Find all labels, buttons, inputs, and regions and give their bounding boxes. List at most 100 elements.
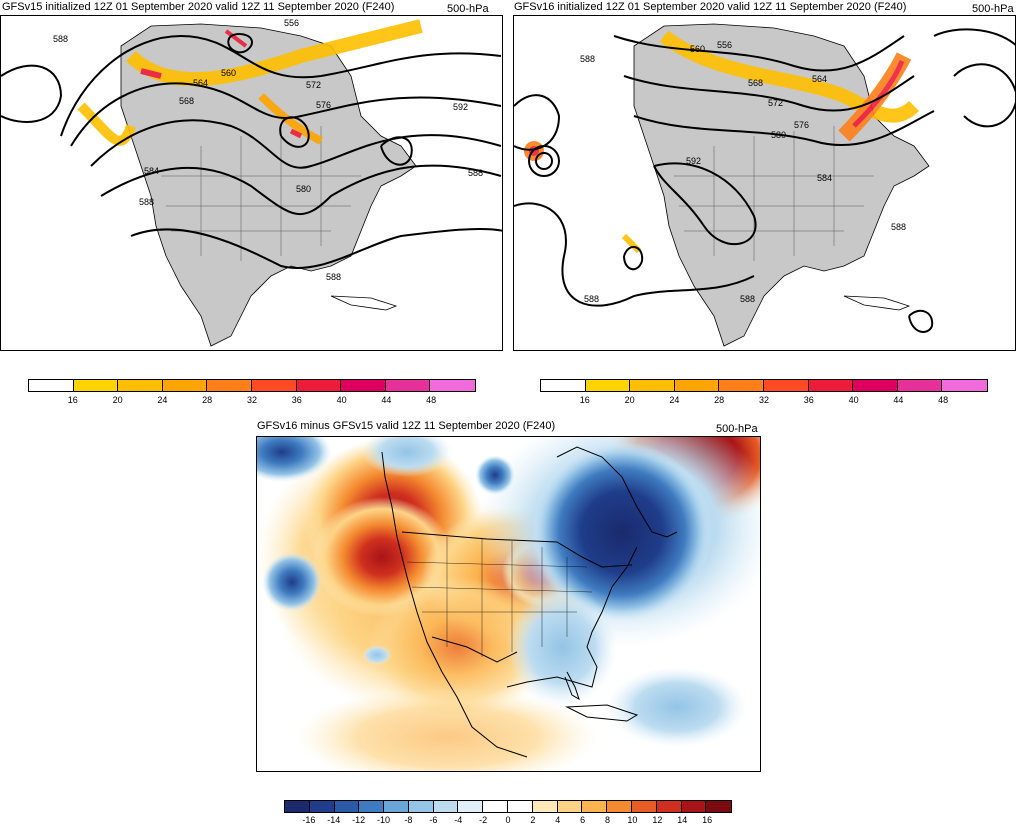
contour-label: 592 bbox=[453, 102, 468, 112]
contour-label: 588 bbox=[891, 222, 906, 232]
colorbar-swatch bbox=[532, 801, 558, 812]
contour-label: 588 bbox=[139, 197, 154, 207]
colorbar-swatch bbox=[285, 801, 310, 812]
coastline-north bbox=[556, 446, 678, 538]
colorbar-swatch bbox=[433, 801, 459, 812]
colorbar-swatch bbox=[942, 380, 987, 391]
colorbar-tick-label: 16 bbox=[67, 395, 78, 405]
wind-colorbar-right: 16 20 24 28 32 36 40 44 48 bbox=[540, 379, 988, 409]
colorbar-swatch bbox=[631, 801, 657, 812]
panel3-map bbox=[256, 436, 761, 772]
colorbar-swatch bbox=[607, 801, 632, 812]
colorbar-swatch bbox=[808, 380, 854, 391]
colorbar-tick-label: 28 bbox=[714, 395, 725, 405]
colorbar-tick-label: 40 bbox=[848, 395, 859, 405]
colorbar-tick-label: 48 bbox=[426, 395, 437, 405]
wind-colorbar-left: 16 20 24 28 32 36 40 44 48 bbox=[28, 379, 476, 409]
colorbar-tick-label: 36 bbox=[803, 395, 814, 405]
colorbar-swatch bbox=[384, 801, 409, 812]
colorbar-tick-label: 32 bbox=[246, 395, 258, 405]
colorbar-boxes bbox=[28, 379, 476, 392]
colorbar-swatch bbox=[408, 801, 434, 812]
country-border bbox=[401, 531, 633, 568]
colorbar-swatch bbox=[656, 801, 682, 812]
north-america-land bbox=[633, 23, 930, 347]
colorbar-swatch bbox=[118, 380, 163, 391]
contour-label: 556 bbox=[284, 18, 299, 28]
colorbar-tick-label: 32 bbox=[758, 395, 770, 405]
panel2-unit: 500-hPa bbox=[972, 3, 1014, 15]
contour-label: 592 bbox=[686, 156, 701, 166]
colorbar-tick-label: 8 bbox=[605, 815, 611, 825]
contour-label: 572 bbox=[306, 80, 321, 90]
cuba-outline bbox=[565, 704, 639, 722]
colorbar-tick-label: 28 bbox=[202, 395, 213, 405]
colorbar-tick-label: 16 bbox=[579, 395, 590, 405]
colorbar-swatch bbox=[508, 801, 533, 812]
colorbar-tick-label: 24 bbox=[157, 395, 168, 405]
panel2-contour-labels: 588 560 556 564 568 572 576 580 592 584 … bbox=[580, 40, 906, 304]
coastline-west bbox=[381, 451, 528, 758]
contour-label: 588 bbox=[468, 168, 483, 178]
colorbar-swatch bbox=[681, 801, 707, 812]
colorbar-swatch bbox=[763, 380, 809, 391]
panel1-map-svg: 588 556 560 564 568 572 576 592 588 584 … bbox=[1, 18, 502, 347]
contour-label: 588 bbox=[53, 34, 68, 44]
contour-label: 576 bbox=[316, 100, 331, 110]
colorbar-tick-label: 44 bbox=[381, 395, 392, 405]
colorbar-swatch bbox=[582, 801, 608, 812]
colorbar-swatch bbox=[251, 380, 297, 391]
panel1-title: GFSv15 initialized 12Z 01 September 2020… bbox=[2, 1, 395, 13]
colorbar-swatch bbox=[359, 801, 385, 812]
florida-outline bbox=[564, 671, 580, 701]
contour-label: 588 bbox=[326, 272, 341, 282]
colorbar-swatch bbox=[541, 380, 586, 391]
panel3-unit: 500-hPa bbox=[716, 423, 758, 435]
colorbar-swatch bbox=[73, 380, 119, 391]
contour-label: 588 bbox=[740, 294, 755, 304]
contour-label: 560 bbox=[221, 68, 236, 78]
contour-label: 572 bbox=[768, 98, 783, 108]
colorbar-tick-label: 20 bbox=[112, 395, 123, 405]
colorbar-tick-label: 36 bbox=[291, 395, 302, 405]
difference-colorbar: -16 -14 -12 -10 -8 -6 -4 -2 0 2 4 6 8 10 12 14 16 bbox=[284, 800, 732, 825]
colorbar-tick-label: -10 bbox=[377, 815, 391, 825]
colorbar-swatch bbox=[458, 801, 484, 812]
colorbar-tick-label: 4 bbox=[555, 815, 561, 825]
colorbar-swatch bbox=[719, 380, 764, 391]
colorbar-tick-label: 20 bbox=[624, 395, 635, 405]
colorbar-swatch bbox=[162, 380, 208, 391]
contour-label: 588 bbox=[584, 294, 599, 304]
colorbar-tick-label: 44 bbox=[893, 395, 904, 405]
panel1-map: 588 556 560 564 568 572 576 592 588 584 … bbox=[0, 15, 503, 351]
colorbar-swatch bbox=[334, 801, 360, 812]
colorbar-boxes bbox=[284, 800, 732, 813]
contour-label: 588 bbox=[580, 54, 595, 64]
cuba-island bbox=[330, 295, 398, 311]
colorbar-swatch bbox=[674, 380, 720, 391]
contour-label: 580 bbox=[296, 184, 311, 194]
contour-label: 564 bbox=[812, 74, 827, 84]
colorbar-tick-label: 0 bbox=[505, 815, 511, 825]
panel3-title: GFSv16 minus GFSv15 valid 12Z 11 Septemb… bbox=[257, 420, 556, 432]
colorbar-tick-label: 14 bbox=[677, 815, 688, 825]
colorbar-swatch bbox=[207, 380, 252, 391]
contour-label: 580 bbox=[771, 130, 786, 140]
colorbar-tick-label: 12 bbox=[652, 815, 663, 825]
panel1-unit: 500-hPa bbox=[447, 3, 489, 15]
colorbar-swatch bbox=[706, 801, 732, 812]
cuba-island bbox=[843, 295, 911, 311]
contour-label: 568 bbox=[179, 96, 194, 106]
colorbar-tick-label: -14 bbox=[327, 815, 341, 825]
colorbar-swatch bbox=[630, 380, 675, 391]
colorbar-swatch bbox=[483, 801, 509, 812]
contour-label: 556 bbox=[717, 40, 732, 50]
colorbar-swatch bbox=[557, 801, 583, 812]
contour-label: 584 bbox=[817, 173, 832, 183]
coastline-east bbox=[506, 546, 638, 688]
colorbar-tick-label: 40 bbox=[336, 395, 347, 405]
contour-label: 564 bbox=[193, 78, 208, 88]
colorbar-tick-label: -16 bbox=[302, 815, 316, 825]
colorbar-tick-label: -8 bbox=[404, 815, 413, 825]
colorbar-tick-label: 24 bbox=[669, 395, 680, 405]
